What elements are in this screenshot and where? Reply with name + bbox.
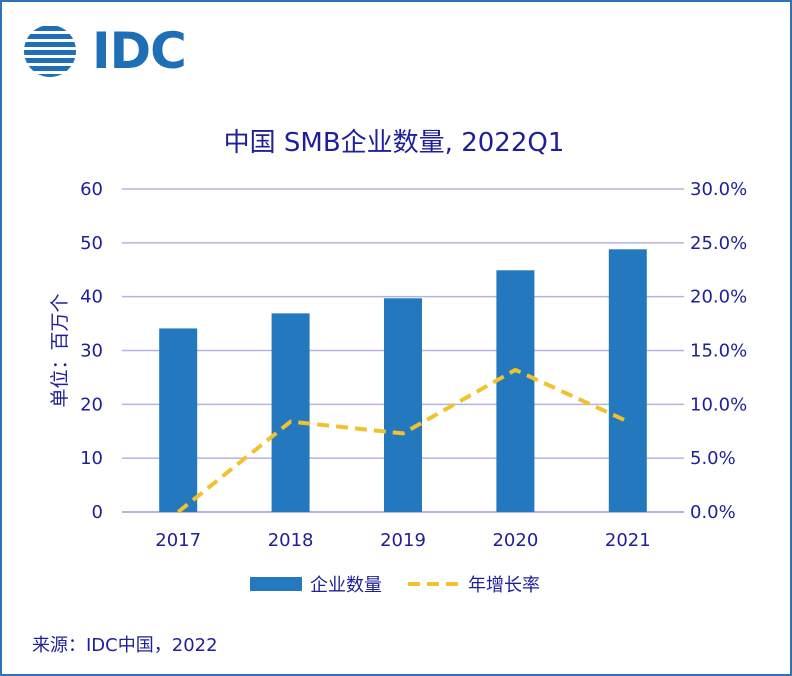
x-tick-label: 2020: [492, 530, 538, 551]
y-tick-label: 0: [92, 502, 103, 523]
y2-tick-label: 30.0%: [690, 179, 747, 200]
y-tick-label: 30: [80, 341, 103, 362]
y-tick-label: 20: [80, 394, 103, 415]
x-tick-label: 2017: [155, 530, 201, 551]
y-axis-title: 单位：百万个: [49, 293, 71, 407]
bar: [384, 298, 422, 512]
y-tick-label: 10: [80, 448, 103, 469]
y2-tick-label: 0.0%: [690, 502, 736, 523]
x-tick-label: 2019: [380, 530, 426, 551]
y2-tick-label: 10.0%: [690, 394, 747, 415]
legend-swatch-bar: [250, 577, 302, 591]
bar: [608, 249, 647, 512]
legend-label-bar: 企业数量: [310, 575, 382, 596]
y2-tick-label: 5.0%: [690, 448, 736, 469]
y2-tick-label: 15.0%: [690, 341, 747, 362]
x-tick-label: 2018: [268, 530, 314, 551]
legend-label-line: 年增长率: [468, 575, 540, 596]
chart-title: 中国 SMB企业数量, 2022Q1: [223, 128, 565, 158]
bar: [159, 328, 198, 512]
y2-tick-label: 20.0%: [690, 287, 747, 308]
logo-wordmark: IDC: [92, 22, 187, 80]
bar: [496, 270, 535, 512]
y-tick-label: 40: [80, 287, 103, 308]
globe-icon: [24, 26, 76, 77]
y-tick-label: 60: [80, 179, 103, 200]
source-note: 来源：IDC中国，2022: [32, 635, 218, 656]
y-tick-label: 50: [80, 233, 103, 254]
idc-logo: IDC: [20, 24, 190, 78]
bar: [271, 313, 310, 512]
growth-line: [176, 367, 629, 514]
y2-tick-label: 25.0%: [690, 233, 747, 254]
x-tick-label: 2021: [605, 530, 651, 551]
